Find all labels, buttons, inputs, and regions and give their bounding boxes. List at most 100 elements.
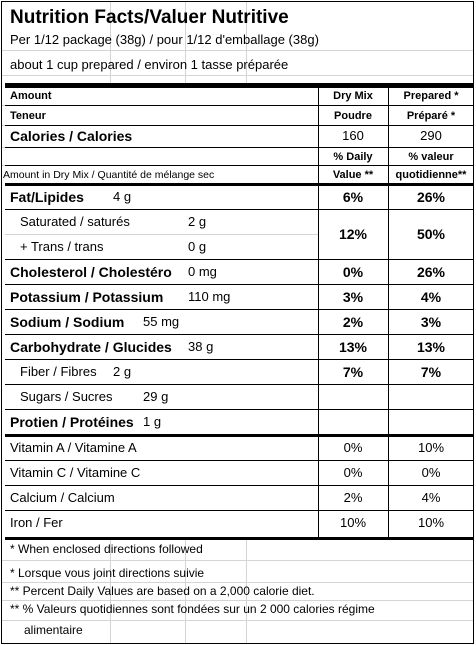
rule (2, 75, 473, 76)
cell: 0% (343, 465, 363, 480)
cell: 26% (416, 189, 446, 205)
cell: 4% (420, 289, 442, 305)
row-label: Vitamin C / Vitamine C (10, 465, 141, 480)
rule (185, 2, 186, 83)
row-label: Potassium / Potassium (10, 289, 164, 305)
rule (5, 147, 473, 148)
rule (2, 600, 473, 601)
cell: 7% (342, 364, 364, 380)
cell: 2% (343, 490, 363, 505)
rule (5, 183, 473, 186)
rule (246, 540, 247, 643)
footnote: * Lorsque vous joint directions suivie (10, 566, 205, 580)
border (1, 1, 2, 644)
cell: 50% (416, 226, 446, 242)
footnote: ** Percent Daily Values are based on a 2… (10, 584, 315, 598)
cell: 13% (338, 339, 368, 355)
column-header: Amount in Dry Mix / Quantité de mélange … (3, 169, 215, 181)
column-header: quotidienne** (395, 169, 467, 181)
column-header: Dry Mix (333, 90, 373, 102)
footnote: alimentaire (24, 623, 83, 637)
row-label: Calories / Calories (10, 128, 133, 144)
rule (5, 234, 318, 235)
rule (5, 165, 473, 166)
rule (318, 88, 319, 537)
rule (185, 540, 186, 643)
cell: 12% (338, 226, 368, 242)
row-label: Sodium / Sodium (10, 314, 125, 330)
rule (5, 384, 473, 385)
rule (110, 540, 111, 643)
rule (5, 259, 473, 260)
title: Nutrition Facts/Valuer Nutritive (10, 7, 289, 28)
rule (5, 537, 473, 540)
row-label: Fiber / Fibres (20, 364, 97, 379)
rule (5, 209, 473, 210)
row-label: Vitamin A / Vitamine A (10, 440, 137, 455)
row-label: Fat/Lipides (10, 189, 84, 205)
rule (2, 50, 473, 51)
cell: 7% (420, 364, 442, 380)
cell: 4% (421, 490, 441, 505)
rule (110, 2, 111, 83)
row-label: Protien / Protéines (10, 414, 134, 430)
column-header: Amount (10, 90, 52, 102)
amount: 29 g (143, 389, 169, 404)
column-header: Préparé * (406, 110, 456, 122)
rule (5, 510, 473, 511)
rule (5, 334, 473, 335)
row-label: + Trans / trans (20, 239, 104, 254)
cell: 10% (339, 515, 367, 530)
rule (5, 460, 473, 461)
rule (5, 485, 473, 486)
rule (5, 434, 473, 437)
rule (5, 83, 473, 88)
rule (5, 125, 473, 126)
border (1, 1, 473, 2)
rule (388, 88, 389, 537)
row-label: Cholesterol / Cholestéro (10, 264, 172, 280)
amount: 38 g (188, 339, 214, 354)
column-header: Prepared * (403, 90, 459, 102)
cell: 13% (416, 339, 446, 355)
amount: 0 g (188, 239, 207, 254)
column-header: Poudre (334, 110, 372, 122)
column-header: Value ** (332, 169, 374, 181)
serving: Per 1/12 package (38g) / pour 1/12 d'emb… (10, 32, 319, 47)
border (473, 1, 474, 644)
row-label: Carbohydrate / Glucides (10, 339, 172, 355)
cell: 2% (342, 314, 364, 330)
cell: 290 (420, 128, 442, 143)
cell: 10% (417, 440, 445, 455)
amount: 0 mg (188, 264, 217, 279)
amount: 2 g (188, 214, 207, 229)
rule (2, 560, 473, 561)
cell: 6% (342, 189, 364, 205)
rule (2, 620, 473, 621)
rule (5, 105, 473, 106)
cell: 160 (342, 128, 364, 143)
amount: 110 mg (188, 289, 231, 304)
amount: 1 g (143, 414, 162, 429)
rule (2, 582, 473, 583)
rule (5, 359, 473, 360)
row-label: Iron / Fer (10, 515, 63, 530)
rule (5, 409, 473, 410)
cell: 0% (342, 264, 364, 280)
rule (5, 284, 473, 285)
column-header: % Daily (333, 151, 373, 163)
cell: 26% (416, 264, 446, 280)
amount: 55 mg (143, 314, 180, 329)
row-label: Sugars / Sucres (20, 389, 113, 404)
prepared-note: about 1 cup prepared / environ 1 tasse p… (10, 57, 289, 72)
border (1, 643, 474, 644)
cell: 0% (343, 440, 363, 455)
column-header: Teneur (10, 110, 46, 122)
rule (5, 309, 473, 310)
cell: 3% (342, 289, 364, 305)
cell: 0% (421, 465, 441, 480)
row-label: Saturated / saturés (20, 214, 130, 229)
row-label: Calcium / Calcium (10, 490, 115, 505)
footnote: * When enclosed directions followed (10, 542, 203, 556)
